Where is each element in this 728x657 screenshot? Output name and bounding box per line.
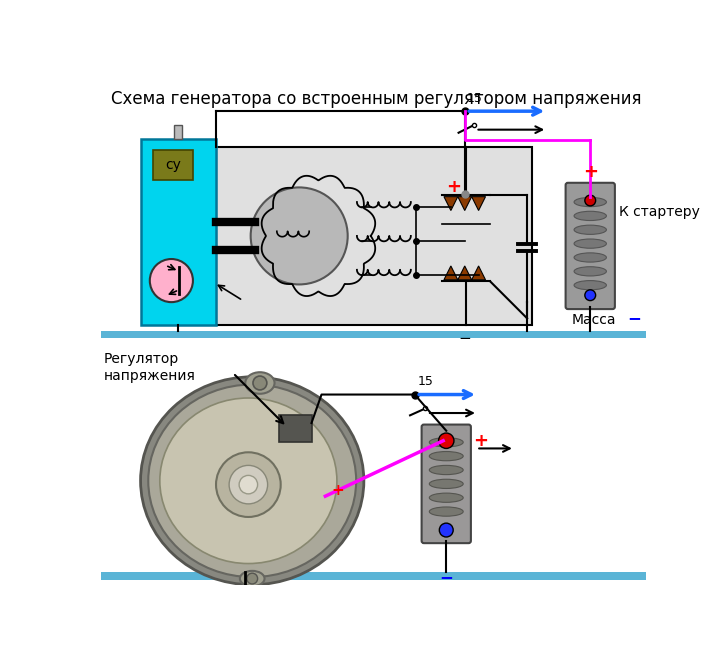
Text: +: + [446,179,462,196]
Ellipse shape [574,253,606,262]
Ellipse shape [430,465,463,474]
Ellipse shape [430,507,463,516]
Circle shape [239,476,258,494]
Text: су: су [165,158,181,172]
Ellipse shape [160,398,337,564]
Text: +: + [582,163,598,181]
Text: −: − [459,331,471,346]
Text: −: − [628,309,641,327]
Text: 15: 15 [418,374,434,388]
Ellipse shape [240,571,264,586]
Circle shape [439,523,453,537]
Ellipse shape [574,267,606,276]
Polygon shape [472,266,486,280]
Text: К стартеру: К стартеру [619,205,700,219]
Circle shape [438,433,454,449]
Bar [175,125,182,139]
Circle shape [253,376,267,390]
Ellipse shape [141,377,364,585]
Polygon shape [458,196,472,210]
Bar [141,139,216,325]
Ellipse shape [149,384,356,577]
Ellipse shape [574,239,606,248]
Bar [100,572,646,580]
Polygon shape [444,196,458,210]
FancyBboxPatch shape [566,183,615,309]
Text: −: − [439,568,454,586]
Ellipse shape [574,212,606,221]
Ellipse shape [430,493,463,503]
Circle shape [216,452,281,517]
Ellipse shape [574,281,606,290]
Circle shape [229,465,268,504]
Ellipse shape [245,373,274,394]
Ellipse shape [574,197,606,207]
Bar [153,150,193,181]
Text: +: + [331,482,344,497]
Circle shape [247,573,258,584]
Ellipse shape [430,438,463,447]
FancyBboxPatch shape [422,424,471,543]
Text: Регулятор
напряжения: Регулятор напряжения [103,352,196,384]
Bar [279,415,312,442]
Text: +: + [473,432,488,450]
Text: Схема генератора со встроенным регулятором напряжения: Схема генератора со встроенным регулятор… [111,89,641,108]
Circle shape [585,195,596,206]
Ellipse shape [430,451,463,461]
Text: 15: 15 [467,92,483,105]
Polygon shape [444,266,458,280]
Bar [100,331,646,338]
Bar [216,147,531,325]
Text: Масса: Масса [571,313,617,327]
Ellipse shape [574,225,606,235]
Ellipse shape [430,479,463,489]
Circle shape [150,259,193,302]
Polygon shape [472,196,486,210]
Circle shape [585,290,596,301]
Circle shape [250,187,348,284]
Polygon shape [458,266,472,280]
